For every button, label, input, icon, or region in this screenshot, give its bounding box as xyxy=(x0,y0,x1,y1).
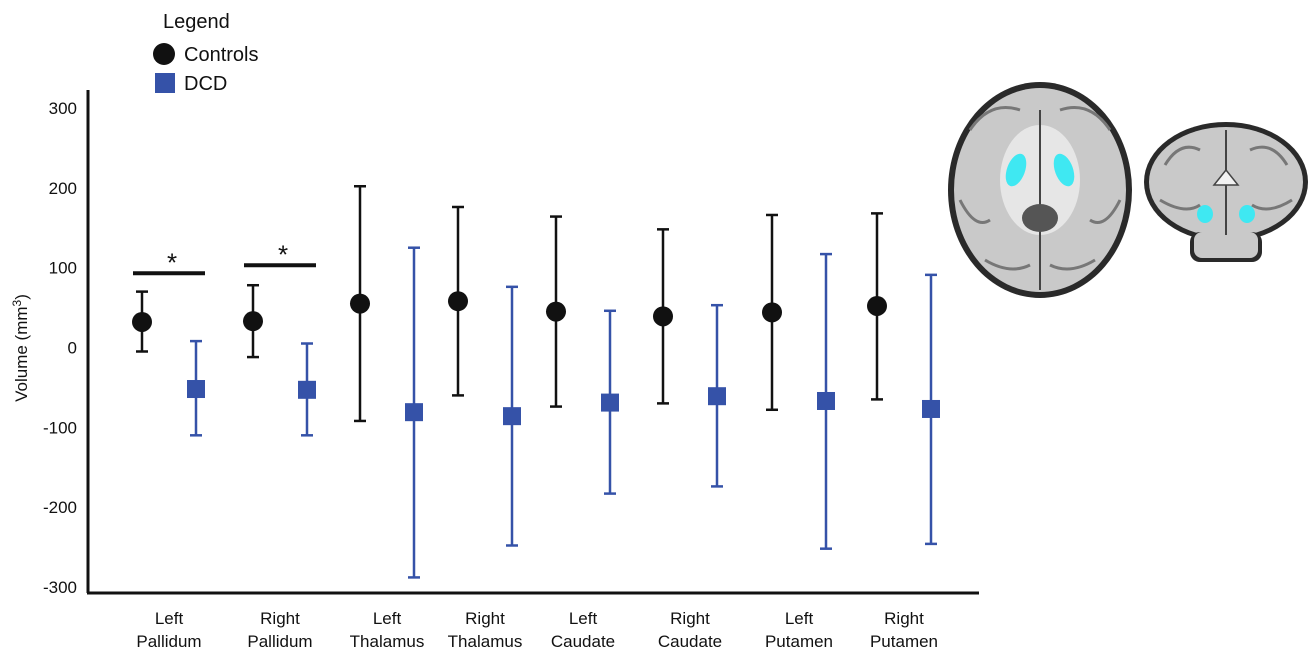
series-dcd xyxy=(187,246,940,579)
y-tick-label: 0 xyxy=(68,339,77,358)
x-tick-label: Left Pallidum xyxy=(136,609,201,651)
significance-marker: * xyxy=(278,239,288,269)
x-tick-label: Left Caudate xyxy=(551,609,615,651)
legend-controls-label: Controls xyxy=(184,44,258,66)
y-tick-label: -200 xyxy=(43,498,77,517)
y-ticks: 300 200 100 0 -100 -200 -300 xyxy=(43,99,77,597)
data-point xyxy=(350,293,370,314)
legend-dcd-marker xyxy=(155,73,175,93)
y-tick-label: -300 xyxy=(43,578,77,597)
plot-area: * * xyxy=(132,184,940,579)
x-tick-label: Right Caudate xyxy=(658,609,722,651)
data-point xyxy=(298,380,316,399)
data-point xyxy=(405,403,423,422)
data-point xyxy=(653,306,673,327)
data-point xyxy=(546,301,566,322)
legend-controls-marker xyxy=(153,43,175,65)
y-tick-label: -100 xyxy=(43,418,77,437)
data-point xyxy=(187,380,205,399)
data-point xyxy=(243,311,263,332)
series-controls xyxy=(132,184,887,423)
y-tick-label: 100 xyxy=(49,259,77,278)
legend-title: Legend xyxy=(163,11,230,33)
x-tick-label: Right Pallidum xyxy=(247,609,312,651)
data-point xyxy=(132,311,152,332)
y-tick-label: 300 xyxy=(49,99,77,118)
x-tick-labels: Left Pallidum Right Pallidum Left Thalamus Rig… xyxy=(136,609,938,651)
data-point xyxy=(867,295,887,316)
data-point xyxy=(922,399,940,418)
data-point xyxy=(448,291,468,312)
legend-dcd-label: DCD xyxy=(184,73,227,95)
x-tick-label: Left Putamen xyxy=(765,609,833,651)
x-tick-label: Right Thalamus xyxy=(448,609,523,651)
brain-coronal-image xyxy=(1144,122,1308,262)
data-point xyxy=(708,387,726,406)
y-axis-label: Volume (mm3) xyxy=(10,294,31,402)
brain-axial-image xyxy=(948,82,1132,298)
significance-marker: * xyxy=(167,247,177,277)
data-point xyxy=(503,407,521,426)
x-tick-label: Right Putamen xyxy=(870,609,938,651)
legend: Legend Controls DCD xyxy=(153,11,258,95)
y-tick-label: 200 xyxy=(49,179,77,198)
x-tick-label: Left Thalamus xyxy=(350,609,425,651)
data-point xyxy=(601,393,619,412)
data-point xyxy=(762,302,782,323)
data-point xyxy=(817,391,835,410)
